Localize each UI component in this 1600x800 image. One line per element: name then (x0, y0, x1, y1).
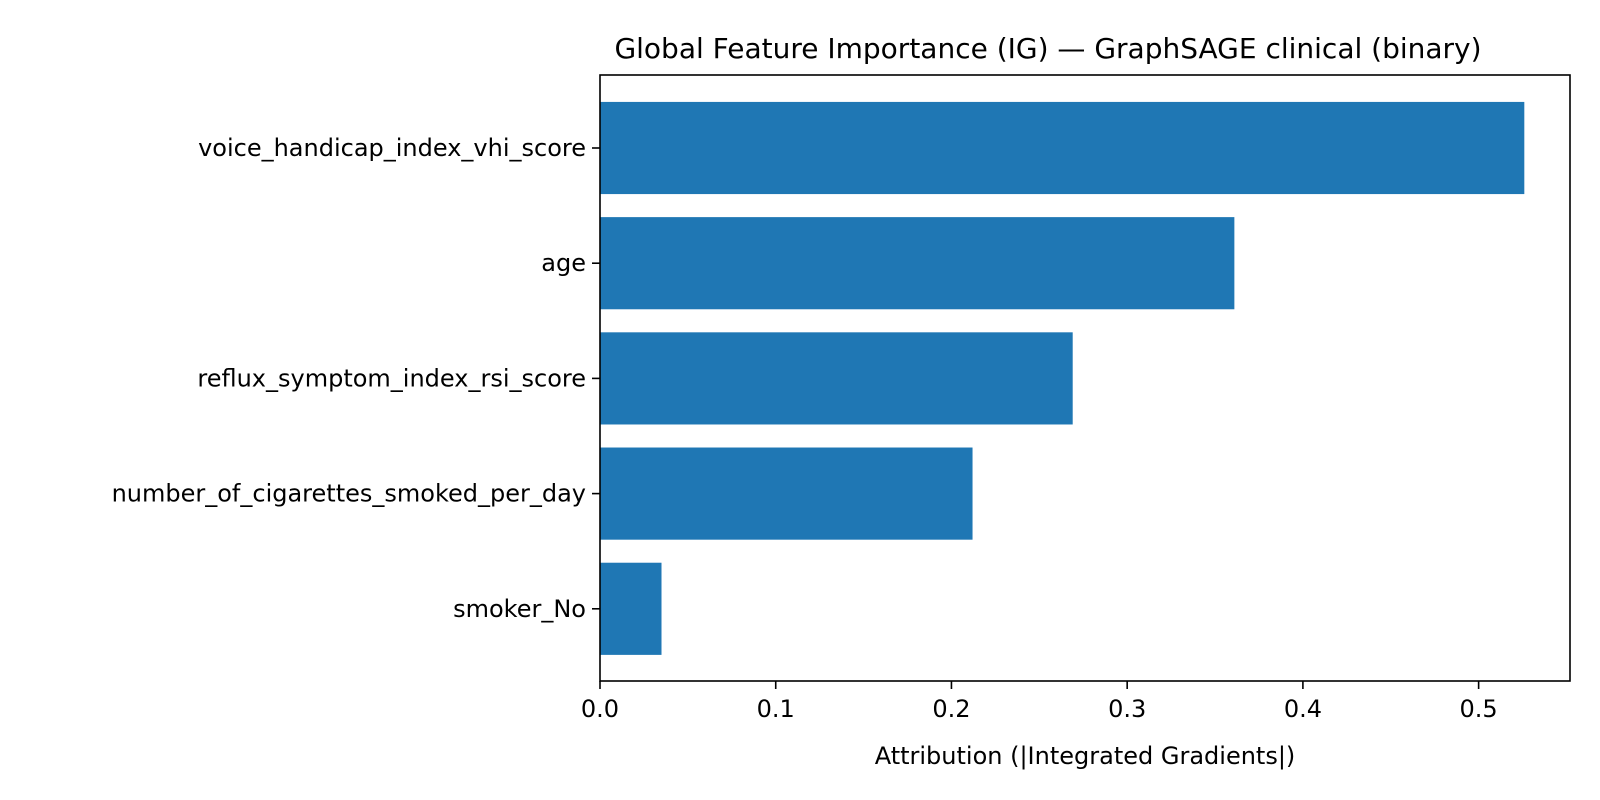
x-tick-label: 0.4 (1284, 695, 1322, 723)
chart-title: Global Feature Importance (IG) — GraphSA… (614, 32, 1481, 65)
y-tick-label: number_of_cigarettes_smoked_per_day (112, 480, 586, 508)
y-tick-label: reflux_symptom_index_rsi_score (197, 364, 586, 392)
y-tick-label: age (541, 249, 586, 277)
x-tick-label: 0.5 (1460, 695, 1498, 723)
bar-age (600, 217, 1235, 310)
bar-number-of-cigarettes-smoked-per-day (600, 447, 973, 540)
bar-voice-handicap-index-vhi-score (600, 101, 1525, 195)
x-axis: 0.0 0.1 0.2 0.3 0.4 0.5 (581, 681, 1498, 723)
x-tick-label: 0.3 (1108, 695, 1146, 723)
bar-reflux-symptom-index-rsi-score (600, 332, 1073, 425)
y-tick-label: smoker_No (453, 595, 586, 623)
bar-smoker-no (600, 562, 662, 655)
bars-layer (600, 101, 1525, 655)
x-tick-label: 0.0 (581, 695, 619, 723)
y-tick-label: voice_handicap_index_vhi_score (198, 134, 586, 162)
x-tick-label: 0.2 (932, 695, 970, 723)
x-tick-label: 0.1 (757, 695, 795, 723)
x-axis-label: Attribution (|Integrated Gradients|) (875, 742, 1296, 770)
